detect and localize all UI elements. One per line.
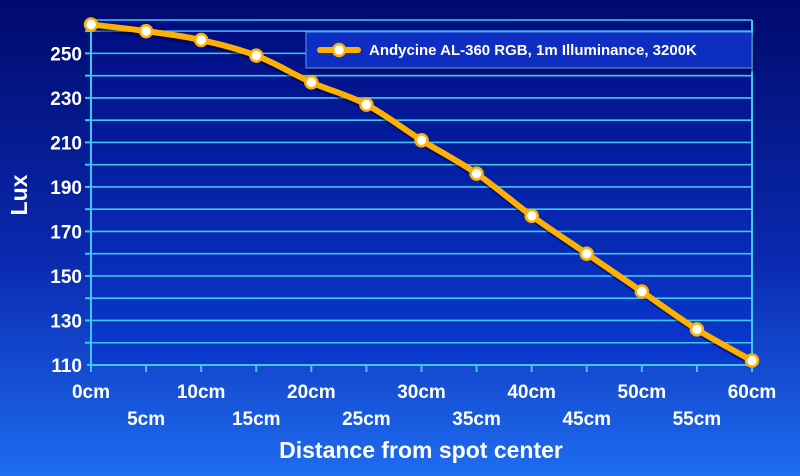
y-tick-label: 130	[50, 311, 82, 332]
x-tick-label: 5cm	[127, 409, 165, 430]
x-axis-ticks: 0cm 5cm 10cm 15cm 20cm 25cm 30cm 35cm 40cm 45cm 50…	[72, 365, 776, 430]
y-axis-ticks: 110 130 150 170 190 210 230 250	[50, 30, 91, 377]
x-axis-title: Distance from spot center	[279, 437, 563, 463]
x-tick-label: 20cm	[287, 382, 336, 403]
legend-marker-sample	[331, 42, 347, 58]
data-point	[193, 32, 209, 48]
data-point	[579, 246, 594, 261]
data-point	[138, 23, 154, 39]
legend: Andycine AL-360 RGB, 1m Illuminance, 320…	[305, 31, 753, 69]
x-tick-label: 15cm	[232, 409, 281, 430]
data-point	[249, 48, 264, 63]
data-point	[689, 322, 705, 337]
legend-label: Andycine AL-360 RGB, 1m Illuminance, 320…	[369, 42, 697, 59]
data-point	[634, 284, 650, 299]
data-point	[359, 97, 374, 112]
y-tick-label: 230	[50, 89, 82, 110]
y-tick-label: 210	[50, 133, 82, 154]
y-tick-label: 170	[50, 222, 82, 243]
y-tick-label: 250	[50, 44, 82, 65]
x-tick-label: 35cm	[452, 409, 501, 430]
x-tick-label: 45cm	[562, 409, 611, 430]
series-layer	[83, 17, 760, 368]
y-tick-label: 110	[51, 356, 82, 377]
data-point	[83, 17, 99, 32]
plot-area	[91, 20, 752, 365]
x-tick-label: 55cm	[673, 409, 722, 430]
y-tick-label: 190	[50, 178, 82, 199]
data-point	[414, 132, 429, 148]
x-tick-label: 40cm	[507, 382, 556, 403]
x-tick-label: 30cm	[397, 382, 446, 403]
legend-box	[305, 31, 753, 69]
x-tick-label: 50cm	[618, 382, 667, 403]
y-axis-title: Lux	[6, 174, 32, 215]
data-point	[469, 166, 484, 181]
data-point	[744, 353, 760, 368]
y-tick-label: 150	[50, 267, 82, 288]
x-tick-label: 0cm	[72, 382, 110, 403]
x-tick-label: 25cm	[342, 409, 391, 430]
data-point	[304, 75, 319, 90]
x-tick-label: 60cm	[728, 382, 777, 403]
data-point	[524, 208, 539, 224]
x-tick-label: 10cm	[177, 382, 226, 403]
